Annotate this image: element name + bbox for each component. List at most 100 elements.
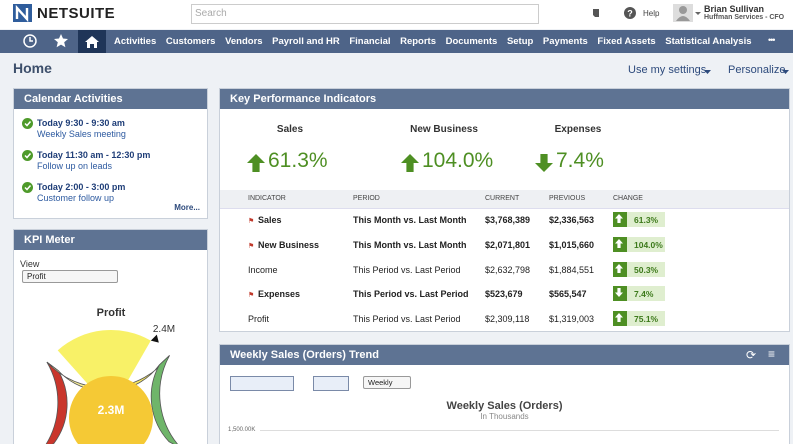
kpi-summary-label: New Business — [410, 124, 478, 135]
nav-items: Activities Customers Vendors Payroll and HR… — [114, 30, 752, 53]
previous: $1,015,660 — [549, 239, 595, 250]
change: 61.3% — [634, 215, 659, 225]
change: 75.1% — [634, 314, 659, 325]
flag-icon: ⚑ — [248, 218, 255, 225]
chart-type-buttons[interactable] — [230, 376, 294, 391]
change: 104.0% — [634, 239, 663, 250]
nav-item[interactable]: Payroll and HR — [272, 36, 340, 47]
check-bg — [22, 150, 33, 161]
refresh-icon[interactable]: ⟳ — [746, 348, 757, 362]
arrow-shape — [615, 313, 623, 323]
nav-item[interactable]: Fixed Assets — [597, 36, 656, 47]
favorites-icon[interactable] — [53, 34, 68, 48]
nav-item[interactable]: Statistical Analysis — [665, 36, 752, 47]
nav-item[interactable]: Payments — [542, 36, 588, 47]
nav-item[interactable]: Customers — [165, 36, 216, 47]
event-label[interactable]: Customer follow up — [37, 193, 115, 203]
gauge-band — [45, 361, 68, 444]
event-time[interactable]: Today 9:30 - 9:30 am — [37, 118, 125, 128]
caret — [704, 70, 711, 74]
page-title: Home — [13, 60, 52, 76]
event-time[interactable]: Today 2:00 - 3:00 pm — [37, 182, 126, 192]
recent-icon[interactable] — [23, 34, 37, 48]
event-label[interactable]: Weekly Sales meeting — [37, 129, 126, 139]
more-link[interactable]: More... — [174, 203, 200, 212]
current: $523,679 — [485, 289, 523, 300]
kpi-summary-value: 104.0% — [422, 149, 494, 172]
nav-item[interactable]: Setup — [506, 36, 534, 47]
change-arrow — [615, 263, 623, 273]
period: This Period vs. Last Period — [353, 289, 469, 300]
kpi-summary-arrow — [247, 154, 265, 172]
arrow-shape — [615, 288, 623, 298]
panel-title: Weekly Sales (Orders) Trend — [220, 345, 789, 365]
nav-item[interactable]: Activities — [114, 36, 157, 47]
event-time[interactable]: Today 11:30 am - 12:30 pm — [37, 150, 151, 160]
check-icon — [22, 182, 33, 193]
indicator[interactable]: New Business — [258, 239, 320, 250]
view-select[interactable]: Profit — [22, 270, 118, 283]
column-header: PREVIOUS — [549, 195, 586, 202]
change-arrow — [615, 313, 623, 323]
nav-item[interactable]: Documents — [445, 36, 498, 47]
panel-title: Calendar Activities — [14, 89, 207, 109]
chart-type-buttons[interactable] — [313, 376, 349, 391]
dropdown-caret — [782, 70, 789, 74]
gauge-value: 2.3M — [98, 403, 125, 417]
gauge-band — [150, 355, 179, 444]
notification-icon[interactable] — [593, 9, 599, 17]
gauge-center — [69, 376, 153, 444]
nav-item[interactable]: Financial — [349, 36, 391, 47]
calendar-panel: Calendar Activities Today 9:30 - 9:30 am W… — [13, 88, 208, 219]
check-mark — [24, 121, 32, 127]
check-icon — [22, 118, 33, 129]
arrow-shape — [247, 154, 265, 172]
indicator[interactable]: Sales — [258, 215, 282, 225]
period: This Period vs. Last Period — [353, 264, 461, 275]
indicator[interactable]: Income — [248, 264, 278, 275]
previous: $2,336,563 — [549, 215, 595, 225]
check-mark — [24, 185, 32, 191]
page-link[interactable]: Use my settings — [628, 64, 707, 76]
page-link[interactable]: Personalize — [728, 64, 786, 76]
check-bg — [22, 182, 33, 193]
view-label: View — [20, 259, 40, 269]
arrow-shape — [615, 238, 623, 248]
logo-text: NETSUITE — [37, 5, 116, 22]
flag-icon: ⚑ — [248, 242, 255, 250]
check-bg — [22, 118, 33, 129]
kpi-panel: Key Performance Indicators Sales 61.3% New … — [219, 88, 790, 332]
current: $2,632,798 — [485, 264, 531, 275]
indicator[interactable]: Expenses — [258, 289, 301, 300]
kpi-summary-value: 7.4% — [556, 149, 604, 172]
check-icon — [22, 150, 33, 161]
column-header: INDICATOR — [248, 195, 286, 202]
svg-text:?: ? — [627, 9, 633, 19]
dropdown-caret — [704, 70, 711, 74]
gauge-title: Profit — [97, 307, 126, 319]
event-label[interactable]: Follow up on leads — [37, 161, 113, 171]
search-box[interactable] — [191, 4, 539, 24]
period: This Month vs. Last Month — [353, 239, 467, 250]
user-name[interactable]: Brian Sullivan — [704, 4, 765, 14]
frequency-select[interactable]: Weekly — [363, 376, 411, 389]
period: This Month vs. Last Month — [353, 215, 467, 225]
nav-item[interactable]: Vendors — [225, 36, 263, 47]
caret — [782, 70, 789, 74]
search-placeholder[interactable]: Search — [195, 8, 227, 19]
check-mark — [24, 153, 32, 159]
change-arrow — [615, 288, 623, 298]
kpi-summary-label: Sales — [276, 124, 304, 135]
indicator[interactable]: Profit — [248, 314, 270, 325]
arrow-shape — [401, 154, 419, 172]
arrow-shape — [615, 214, 623, 223]
menu-icon[interactable]: ≡ — [768, 347, 776, 361]
nav-item[interactable]: Reports — [400, 36, 437, 47]
column-header: CURRENT — [485, 195, 520, 202]
arrow-shape — [615, 263, 623, 273]
kpi-summary-arrow — [401, 154, 419, 172]
help-icon[interactable] — [624, 7, 636, 19]
help-link[interactable]: Help — [643, 9, 660, 18]
nav-more[interactable]: ••• — [768, 35, 776, 45]
